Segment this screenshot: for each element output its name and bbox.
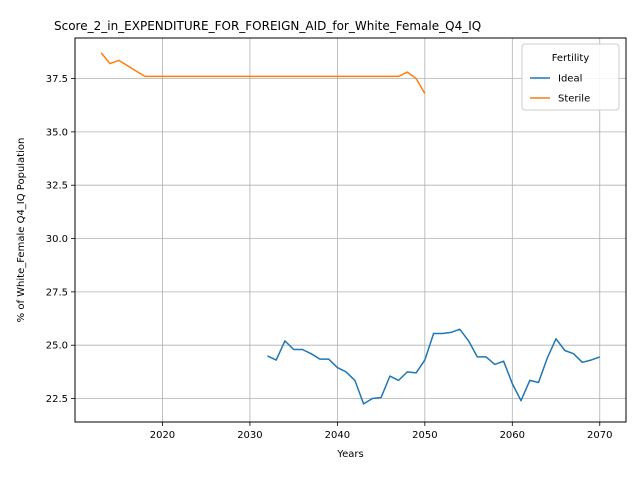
chart-title: Score_2_in_EXPENDITURE_FOR_FOREIGN_AID_f… [54,19,481,33]
x-tick-label: 2070 [587,430,612,441]
x-axis-label: Years [336,449,363,460]
legend-label-sterile: Sterile [558,94,590,105]
legend-label-ideal: Ideal [558,74,582,85]
legend-title: Fertility [552,53,590,64]
x-tick-label: 2040 [325,430,350,441]
y-tick-label: 35.0 [46,127,68,138]
x-tick-label: 2030 [237,430,262,441]
series-line-ideal [267,329,599,404]
y-axis-label: % of White_Female Q4_IQ Population [16,138,27,323]
y-tick-label: 32.5 [46,181,68,192]
legend: Fertility Ideal Sterile [522,44,619,110]
series-line-sterile [101,53,425,94]
y-tick-label: 37.5 [46,74,68,85]
y-tick-label: 25.0 [46,341,68,352]
x-tick-label: 2020 [150,430,175,441]
x-tick-label: 2050 [412,430,437,441]
x-tick-label: 2060 [500,430,525,441]
y-tick-label: 22.5 [46,394,68,405]
y-tick-label: 27.5 [46,287,68,298]
y-tick-label: 30.0 [46,234,68,245]
